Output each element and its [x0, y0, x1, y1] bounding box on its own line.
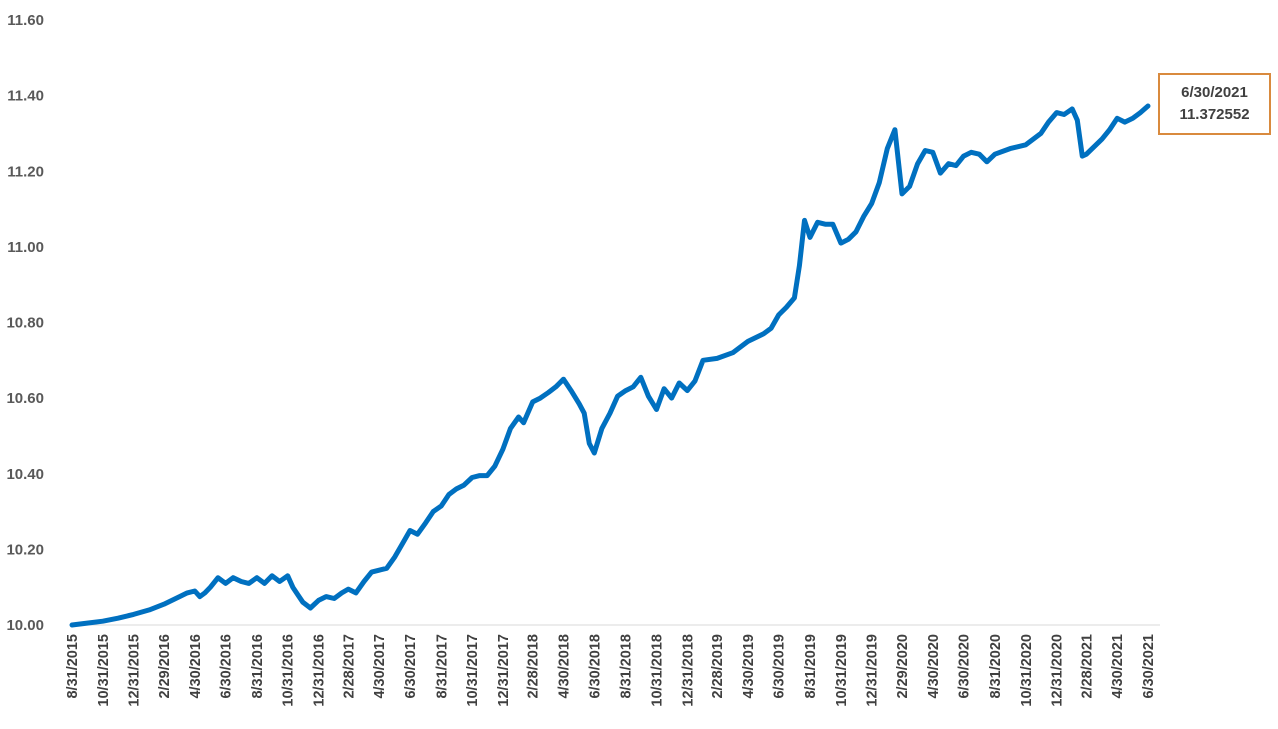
x-tick-label: 12/31/2016 [312, 634, 328, 707]
x-tick-label: 10/31/2019 [834, 634, 850, 707]
x-tick-label: 10/31/2016 [281, 634, 297, 707]
x-tick-label: 10/31/2018 [649, 634, 665, 707]
x-axis-ticks: 8/31/2015 10/31/2015 12/31/2015 2/29/2016 4/… [65, 634, 1157, 707]
x-tick-label: 4/30/2016 [188, 634, 204, 699]
x-tick-label: 8/31/2017 [434, 634, 450, 699]
x-tick-label: 2/28/2019 [710, 634, 726, 699]
x-tick-label: 6/30/2021 [1141, 634, 1157, 699]
x-tick-label: 8/31/2015 [65, 634, 81, 699]
x-tick-label: 2/29/2016 [157, 634, 173, 699]
x-tick-label: 2/28/2018 [526, 634, 542, 699]
y-tick-label: 10.20 [6, 541, 44, 558]
x-tick-label: 4/30/2020 [926, 634, 942, 699]
x-tick-label: 8/31/2016 [250, 634, 266, 699]
x-tick-label: 4/30/2019 [741, 634, 757, 699]
x-tick-label: 2/29/2020 [895, 634, 911, 699]
callout-value: 11.372552 [1179, 106, 1250, 123]
y-tick-label: 11.60 [7, 12, 44, 29]
x-tick-label: 12/31/2015 [127, 634, 143, 707]
y-tick-label: 10.00 [6, 617, 44, 634]
x-tick-label: 4/30/2021 [1110, 634, 1126, 699]
y-tick-label: 11.00 [7, 239, 44, 256]
x-tick-label: 6/30/2019 [772, 634, 788, 699]
y-tick-label: 11.40 [7, 88, 44, 105]
x-tick-label: 12/31/2017 [496, 634, 512, 707]
x-tick-label: 2/28/2021 [1079, 634, 1095, 699]
callout-date: 6/30/2021 [1181, 84, 1248, 101]
y-axis-ticks: 10.00 10.20 10.40 10.60 10.80 11.00 11.20 11.40… [6, 12, 44, 634]
x-tick-label: 6/30/2018 [587, 634, 603, 699]
x-tick-label: 4/30/2018 [557, 634, 573, 699]
y-tick-label: 10.80 [6, 315, 44, 332]
last-value-callout: 6/30/2021 11.372552 [1158, 73, 1271, 135]
x-tick-label: 8/31/2020 [988, 634, 1004, 699]
x-tick-label: 10/31/2020 [1019, 634, 1035, 707]
y-tick-label: 10.60 [6, 390, 44, 407]
series-line [69, 103, 1151, 628]
x-tick-label: 12/31/2019 [865, 634, 881, 707]
x-tick-label: 8/31/2019 [803, 634, 819, 699]
x-tick-label: 12/31/2020 [1050, 634, 1066, 707]
x-tick-label: 6/30/2016 [219, 634, 235, 699]
x-tick-label: 6/30/2017 [403, 634, 419, 699]
x-tick-label: 8/31/2018 [619, 634, 635, 699]
y-tick-label: 10.40 [6, 466, 44, 483]
x-tick-label: 12/31/2018 [680, 634, 696, 707]
x-tick-label: 4/30/2017 [372, 634, 388, 699]
x-tick-label: 6/30/2020 [957, 634, 973, 699]
x-tick-label: 2/28/2017 [341, 634, 357, 699]
x-tick-label: 10/31/2017 [465, 634, 481, 707]
y-tick-label: 11.20 [7, 163, 44, 180]
x-tick-label: 10/31/2015 [96, 634, 112, 707]
